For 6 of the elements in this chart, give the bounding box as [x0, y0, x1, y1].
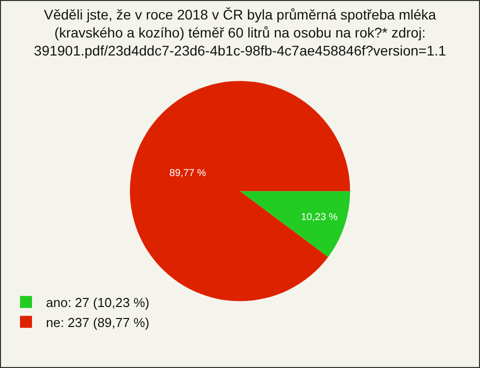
data-label: 89,77 %: [169, 168, 206, 180]
chart-title: Věděli jste, že v roce 2018 v ČR byla průměrná spotřeba mléka (kravského a kozího) téměř 60 litrů na osobu na rok?* zdroj: 391901.pdf/23d4ddc7-23d6-4b1c-98fb-4c7ae458846f?version=1.1: [34, 6, 446, 59]
legend-label: ne: 237 (89,77 %): [46, 314, 150, 330]
pie-slice: [240, 191, 350, 258]
legend-label: ano: 27 (10,23 %): [46, 295, 150, 310]
data-label: 10,23 %: [300, 212, 338, 224]
